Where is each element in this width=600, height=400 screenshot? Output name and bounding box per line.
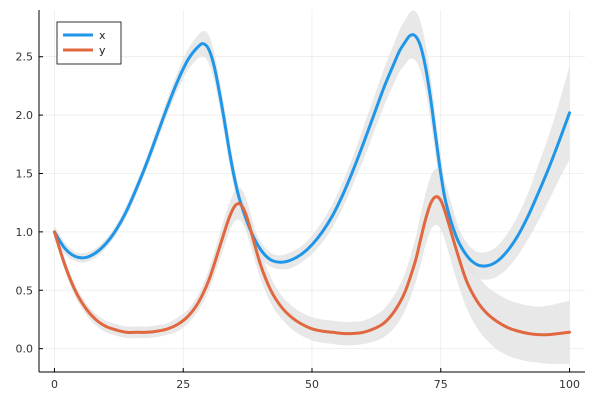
legend-box (56, 21, 122, 65)
axes: 0 25 50 75 100 0.0 0.5 1.0 1.5 2.0 2.5 (16, 10, 585, 391)
x-tick-label: 100 (559, 378, 580, 391)
y-tick-label: 0.0 (16, 343, 34, 356)
legend: xy (56, 21, 122, 65)
series-line-y (52, 195, 572, 337)
x-tick-label: 0 (51, 378, 58, 391)
legend-label-y: y (99, 44, 106, 57)
x-tick-label: 75 (434, 378, 448, 391)
legend-label-x: x (99, 29, 106, 42)
y-tick-label: 1.0 (16, 226, 34, 239)
band-y (54, 168, 570, 364)
y-tick-label: 1.5 (16, 167, 34, 180)
series-lines (52, 33, 572, 337)
x-tick-label: 50 (305, 378, 319, 391)
y-tick-label: 2.5 (16, 51, 34, 64)
y-tick-label: 2.0 (16, 109, 34, 122)
series-line-x (52, 33, 572, 268)
y-tick-label: 0.5 (16, 284, 34, 297)
confidence-bands (54, 10, 570, 364)
band-x (54, 10, 570, 280)
x-tick-label: 25 (176, 378, 190, 391)
